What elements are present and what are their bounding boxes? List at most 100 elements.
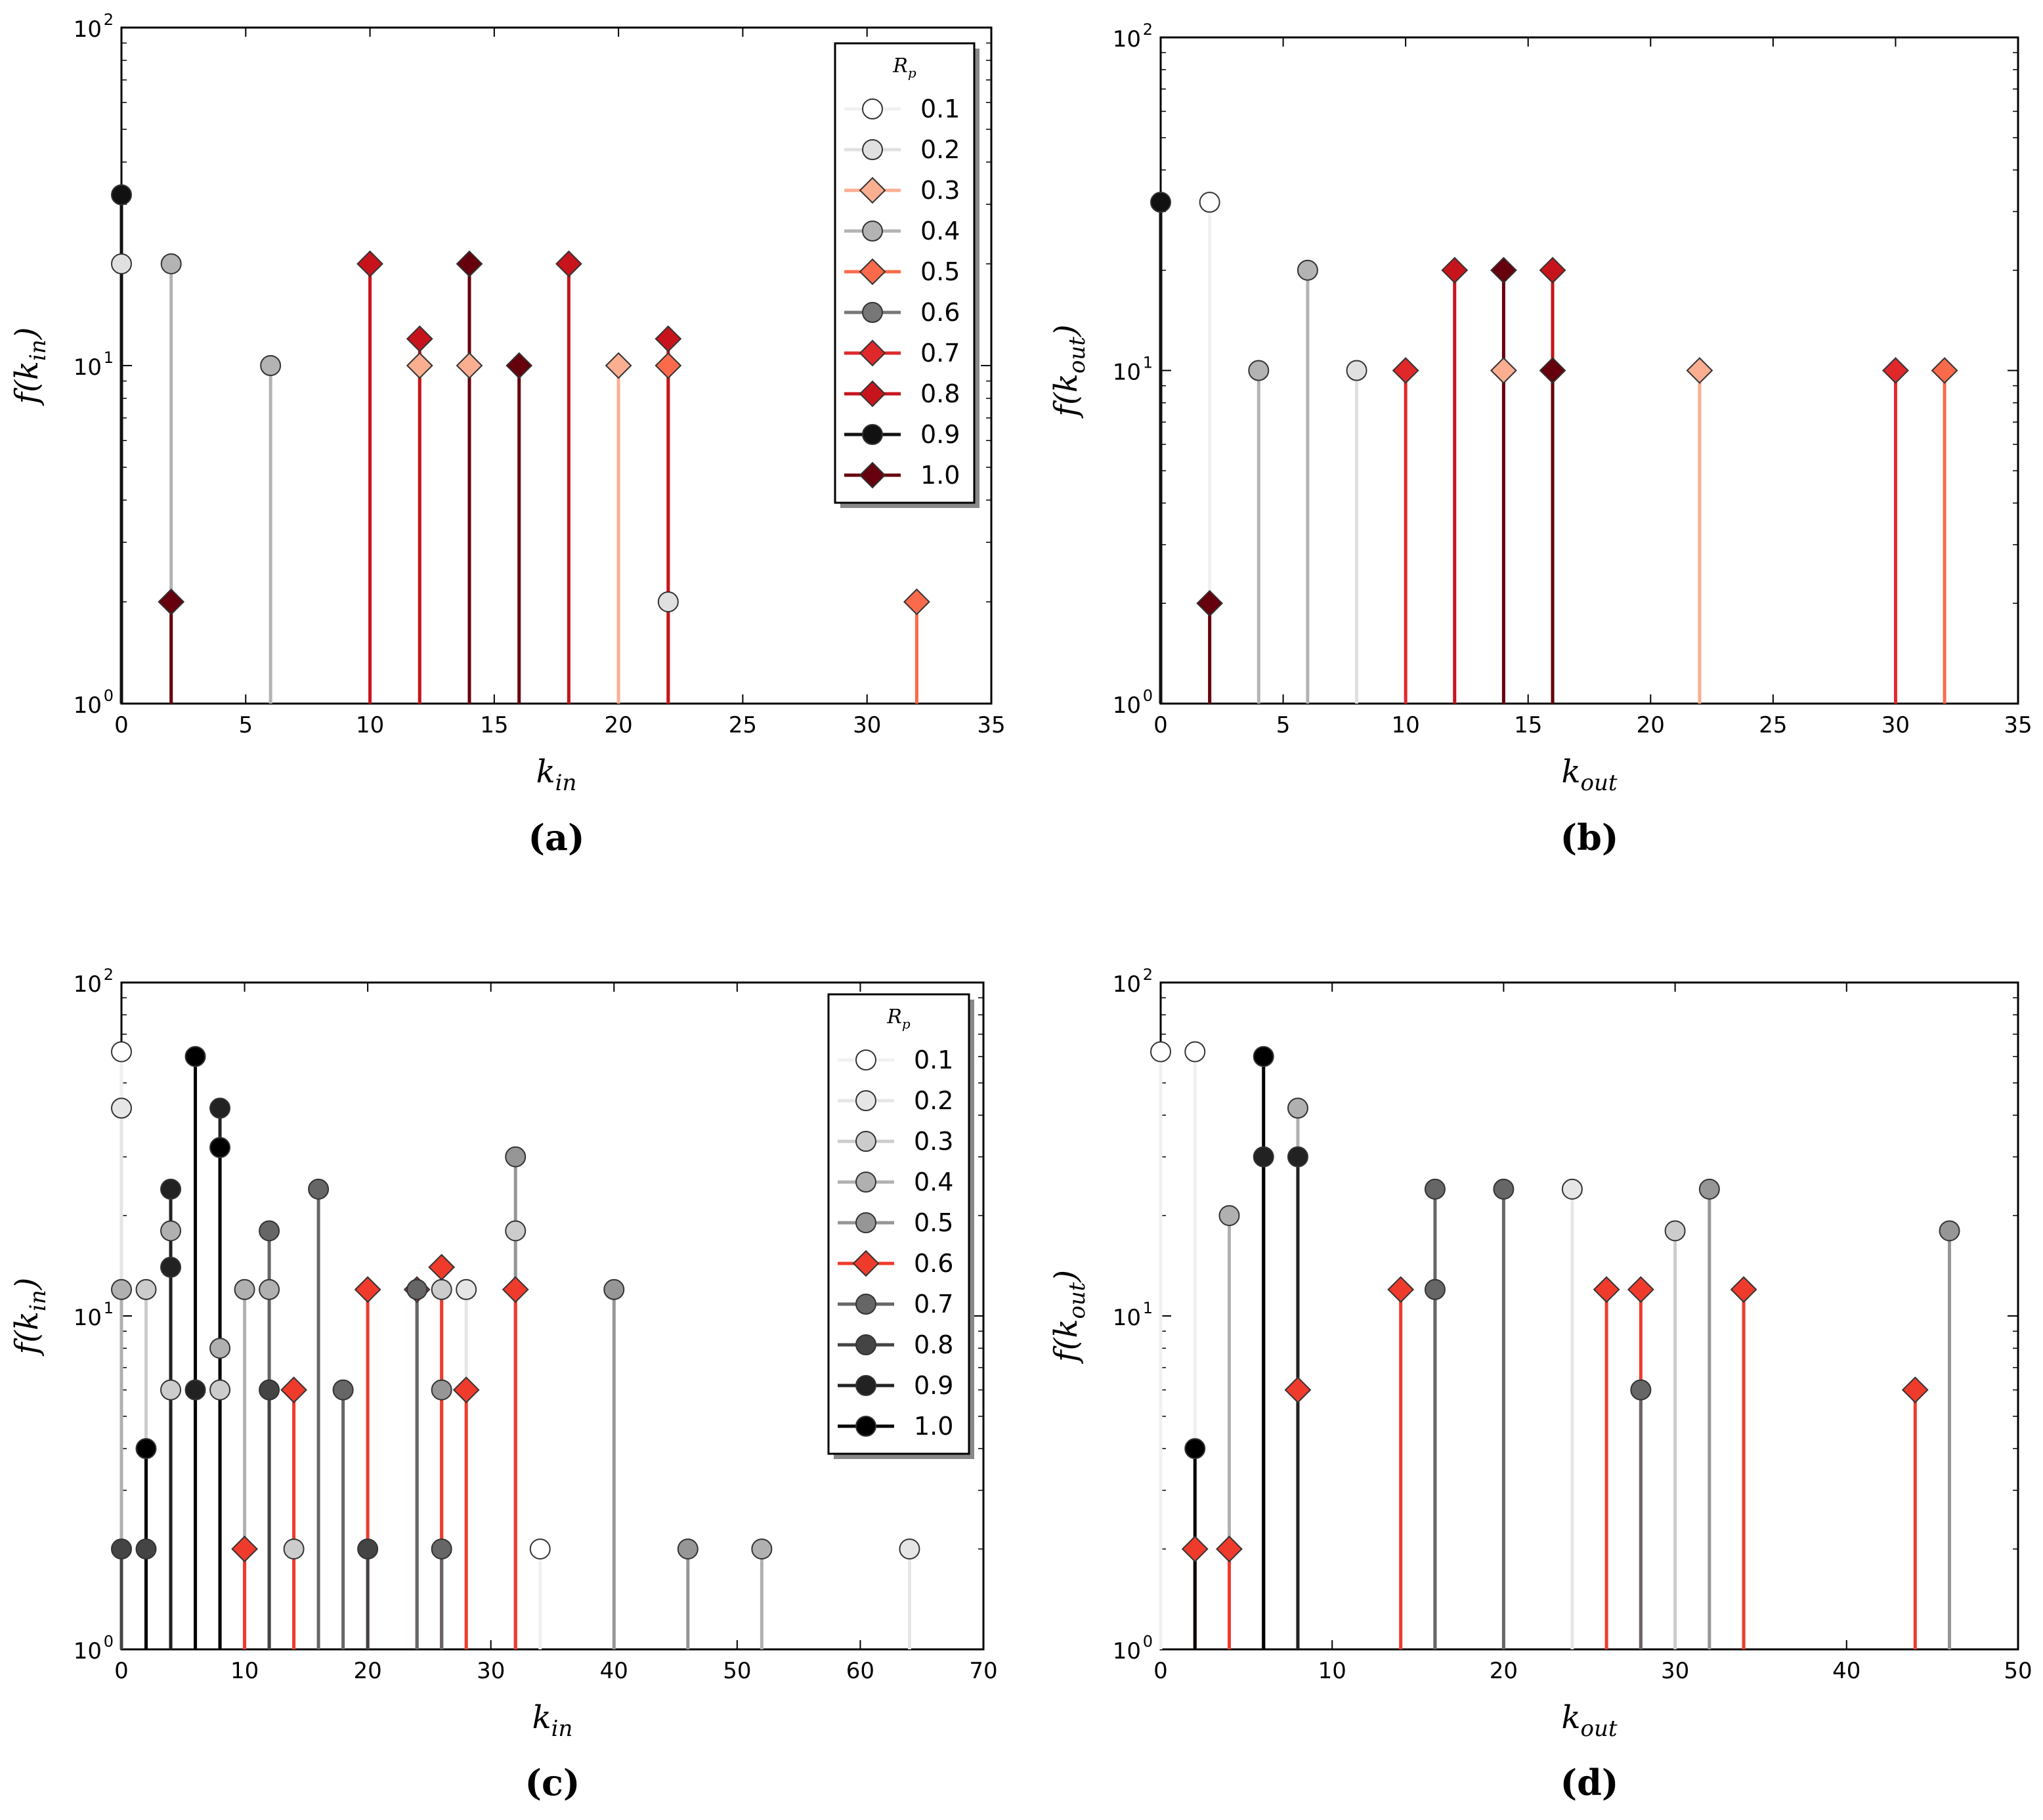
data-point-circle: [1939, 1220, 1960, 1242]
x-tick-label: 30: [853, 712, 881, 738]
data-point-diamond: [231, 1535, 258, 1563]
y-tick-label: 10: [1113, 971, 1141, 998]
x-tick-label: 5: [238, 712, 253, 738]
legend-marker-circle: [855, 1334, 876, 1355]
y-tick-label: 10: [1113, 692, 1141, 719]
legend-entry-label: 0.2: [920, 135, 960, 164]
y-tick-label: 10: [74, 354, 102, 381]
data-point-circle: [209, 1338, 231, 1359]
data-point-circle: [1561, 1178, 1583, 1200]
y-tick-label: 10: [74, 1638, 102, 1664]
y-tick-label: 10: [1113, 1305, 1141, 1331]
data-point-circle: [1664, 1220, 1686, 1242]
y-axis-label: f(kin): [9, 327, 51, 406]
data-point-circle: [1150, 1041, 1171, 1063]
data-point-circle: [259, 1220, 280, 1242]
data-point-diamond: [1593, 1276, 1620, 1303]
data-point-diamond: [1901, 1376, 1929, 1404]
data-point-circle: [899, 1538, 920, 1560]
data-point-diamond: [452, 1376, 480, 1404]
x-axis-label: kin: [536, 753, 577, 796]
data-point-diamond: [456, 352, 483, 379]
data-point-diamond: [406, 325, 433, 352]
legend-marker-circle: [855, 1049, 876, 1070]
y-tick-exponent: 2: [1143, 965, 1153, 984]
x-tick-label: 20: [605, 712, 633, 738]
data-point-circle: [209, 1379, 231, 1401]
data-point-circle: [111, 253, 132, 274]
data-point-circle: [160, 1220, 182, 1242]
data-point-circle: [111, 1279, 132, 1300]
x-tick-label: 10: [230, 1658, 259, 1684]
data-point-diamond: [158, 588, 185, 616]
x-tick-label: 10: [356, 712, 384, 738]
y-axis-label-close: ): [1048, 324, 1085, 337]
data-point-diamond: [1181, 1535, 1209, 1563]
legend-marker-circle: [855, 1172, 876, 1193]
data-point-circle: [1297, 259, 1318, 281]
x-tick-label: 40: [600, 1658, 628, 1684]
data-point-circle: [505, 1146, 527, 1168]
data-point-circle: [1493, 1178, 1515, 1200]
legend-entry-label: 0.3: [920, 176, 960, 205]
x-tick-label: 15: [1514, 712, 1542, 738]
plot-area: [1150, 192, 1958, 704]
data-point-circle: [111, 1538, 132, 1560]
y-tick-exponent: 0: [1143, 687, 1153, 705]
y-tick-exponent: 0: [104, 687, 114, 705]
legend-marker-diamond: [859, 258, 886, 286]
y-tick-exponent: 1: [104, 1299, 114, 1317]
data-point-circle: [184, 1379, 206, 1401]
data-point-diamond: [1441, 257, 1469, 284]
data-point-diamond: [1387, 1276, 1415, 1303]
legend-marker-circle: [855, 1375, 876, 1396]
legend-marker-diamond: [859, 177, 886, 204]
y-axis-label-sub: in: [25, 339, 51, 361]
legend-entry-label: 1.0: [920, 461, 960, 490]
data-point-diamond: [1730, 1276, 1757, 1303]
data-point-circle: [456, 1279, 477, 1300]
data-point-circle: [357, 1538, 379, 1560]
legend-entry-label: 0.2: [914, 1086, 953, 1115]
data-point-diamond: [428, 1254, 456, 1281]
data-point-circle: [1698, 1178, 1720, 1200]
data-point-diamond: [354, 1276, 381, 1303]
x-tick-label: 20: [354, 1658, 382, 1684]
y-axis-label: f(kout): [1048, 324, 1090, 418]
data-point-diamond: [1931, 357, 1958, 384]
x-tick-label: 10: [1318, 1658, 1346, 1684]
x-axis-label-sub: in: [551, 1716, 573, 1742]
legend-marker-circle: [862, 139, 883, 160]
data-point-circle: [135, 1279, 157, 1300]
y-axis-label: f(kin): [9, 1277, 51, 1356]
data-point-circle: [505, 1220, 527, 1242]
y-tick-exponent: 1: [1143, 354, 1153, 372]
legend-marker-circle: [855, 1090, 876, 1111]
x-axis-label: kout: [1561, 753, 1617, 796]
y-tick-exponent: 0: [1143, 1632, 1153, 1651]
data-point-diamond: [280, 1376, 308, 1404]
panel-label: (d): [1560, 1762, 1619, 1804]
x-tick-label: 35: [2004, 712, 2032, 738]
data-point-diamond: [456, 250, 483, 278]
legend-entry-label: 0.3: [914, 1127, 953, 1156]
y-axis-label-sub: out: [1064, 337, 1090, 373]
data-point-circle: [529, 1538, 551, 1560]
data-point-circle: [135, 1438, 157, 1460]
data-point-circle: [160, 253, 182, 274]
data-point-circle: [283, 1538, 305, 1560]
y-tick-exponent: 1: [1143, 1299, 1153, 1317]
data-point-circle: [1218, 1205, 1240, 1227]
data-point-circle: [209, 1097, 231, 1119]
data-point-diamond: [1216, 1535, 1243, 1563]
legend: Rp0.10.20.30.40.50.60.70.80.91.0: [827, 993, 974, 1459]
data-point-circle: [677, 1538, 699, 1560]
data-point-circle: [234, 1279, 255, 1300]
data-point-diamond: [1196, 589, 1224, 617]
plot-frame: [1159, 981, 2019, 1651]
data-point-diamond: [655, 325, 682, 352]
x-axis-label-sub: in: [555, 770, 577, 796]
legend-title-sub: p: [908, 65, 916, 81]
